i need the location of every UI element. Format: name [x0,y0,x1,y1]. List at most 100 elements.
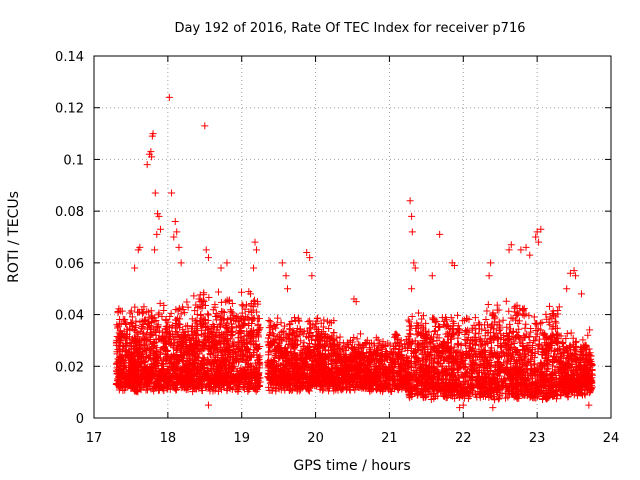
data-point [277,319,285,327]
data-point [138,322,146,330]
data-point [239,343,247,351]
data-point [152,348,160,356]
data-point [215,363,223,371]
data-point [141,315,149,323]
data-point [223,329,231,337]
data-point [141,342,149,350]
data-point [235,329,243,337]
data-point [192,338,200,346]
data-point [170,335,178,343]
data-point [119,343,127,351]
data-point [249,306,257,314]
data-point [194,362,202,370]
data-point [209,360,217,368]
data-point [168,364,176,372]
data-point [121,336,129,344]
data-point [152,331,160,339]
data-point [141,357,149,365]
data-point [204,361,212,369]
data-point [196,366,204,374]
data-point [190,344,198,352]
data-point [172,306,180,314]
data-point [217,298,225,306]
data-point [216,384,224,392]
data-point [215,328,223,336]
data-point [205,367,213,375]
data-point [206,387,214,395]
data-point [242,301,250,309]
data-point [228,332,236,340]
data-point [230,365,238,373]
data-point [115,337,123,345]
data-point [241,320,249,328]
data-point [126,378,134,386]
data-point [154,324,162,332]
data-point [320,385,328,393]
data-point [172,381,180,389]
data-point [183,369,191,377]
data-point [283,348,291,356]
data-point [162,369,170,377]
data-point [125,367,133,375]
data-point [126,326,134,334]
data-point [357,330,365,338]
data-point [120,363,128,371]
data-point [244,382,252,390]
data-point [174,342,182,350]
data-point [158,360,166,368]
data-point [300,339,308,347]
data-point [253,373,261,381]
data-point [174,331,182,339]
data-point [241,358,249,366]
data-point [211,386,219,394]
data-point [163,348,171,356]
data-point [199,301,207,309]
data-point [198,327,206,335]
data-point [246,373,254,381]
data-point [139,374,147,382]
data-point [171,322,179,330]
data-point [242,346,250,354]
data-point [297,337,305,345]
data-point [131,327,139,335]
data-point [198,297,206,305]
data-point [152,357,160,365]
data-point [177,384,185,392]
data-point [128,320,136,328]
data-point [181,336,189,344]
data-point [471,314,479,322]
data-point [128,345,136,353]
data-point [122,321,130,329]
data-point [116,362,124,370]
data-point [158,313,166,321]
data-point [179,356,187,364]
data-point [254,322,262,330]
data-point [119,384,127,392]
data-point [280,334,288,342]
data-point [177,310,185,318]
data-point [268,325,276,333]
data-point [113,321,121,329]
data-point [255,325,263,333]
data-point [278,380,286,388]
data-point [218,307,226,315]
data-point [165,339,173,347]
data-point [123,335,131,343]
data-point [330,317,338,325]
data-point [193,316,201,324]
data-point [182,322,190,330]
data-point [253,298,261,306]
data-point [112,360,120,368]
data-point [138,350,146,358]
data-point [115,342,123,350]
data-point [404,316,412,324]
data-point [234,367,242,375]
data-point [136,336,144,344]
data-point [178,378,186,386]
data-point [247,299,255,307]
data-point [245,362,253,370]
data-point [222,298,230,306]
data-point [285,330,293,338]
data-point [150,362,158,370]
